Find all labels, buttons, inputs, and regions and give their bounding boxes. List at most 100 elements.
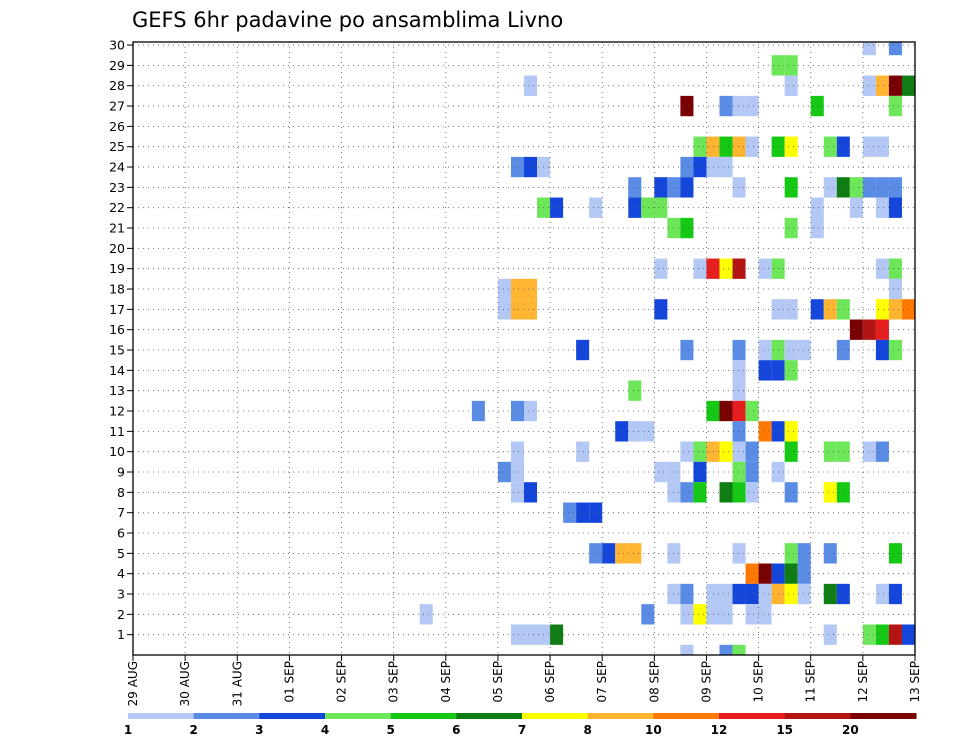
data-cell — [823, 136, 837, 157]
x-tick-label: 01 SEP — [282, 661, 296, 703]
data-cell — [758, 360, 772, 381]
data-cell — [823, 177, 837, 198]
y-tick-label: 12 — [109, 404, 125, 419]
data-cell — [654, 258, 668, 279]
data-cell — [628, 421, 642, 442]
x-tick-label: 31 AUG — [230, 661, 244, 706]
data-cell — [706, 604, 720, 625]
data-cell — [510, 482, 524, 503]
y-tick-label: 5 — [117, 546, 125, 561]
data-cell — [888, 278, 902, 300]
legend-color-swatch — [653, 713, 720, 719]
data-cell — [680, 441, 694, 462]
data-cell — [628, 380, 642, 401]
data-cell — [875, 624, 889, 645]
legend-level-label: 3 — [255, 723, 263, 737]
data-cell — [524, 156, 538, 178]
data-cell — [706, 441, 720, 462]
y-tick-label: 21 — [109, 221, 125, 236]
legend-level-label: 2 — [189, 723, 197, 737]
data-cell — [862, 75, 876, 96]
data-cell — [862, 319, 876, 340]
data-cell — [706, 136, 720, 157]
data-cell — [576, 339, 590, 361]
data-cell — [524, 400, 538, 422]
data-cell — [745, 583, 759, 605]
data-cell — [732, 441, 746, 462]
data-cell — [888, 177, 902, 198]
legend-level-label: 15 — [776, 723, 793, 737]
data-cell — [810, 299, 824, 320]
data-cell — [862, 136, 876, 157]
data-cell — [888, 75, 902, 96]
data-cell — [680, 583, 694, 605]
data-cell — [875, 136, 889, 157]
x-tick-label: 07 SEP — [595, 661, 609, 703]
data-cell — [628, 177, 642, 198]
x-tick-label: 03 SEP — [387, 661, 401, 703]
data-cell — [888, 339, 902, 361]
data-cell — [497, 461, 511, 483]
x-tick-label: 04 SEP — [439, 661, 453, 703]
y-tick-label: 19 — [109, 261, 125, 276]
data-cell — [784, 177, 798, 198]
data-cell — [732, 482, 746, 503]
data-cell — [862, 177, 876, 198]
legend-color-swatch — [193, 713, 260, 719]
y-tick-label: 10 — [109, 444, 125, 459]
data-cell — [693, 482, 707, 503]
y-axis: 1234567891011121314151617181920212223242… — [109, 38, 133, 642]
data-cell — [524, 75, 538, 96]
data-cell — [875, 339, 889, 361]
data-cell — [693, 156, 707, 178]
data-cell — [732, 360, 746, 381]
data-cell — [615, 421, 629, 442]
data-cell — [784, 583, 798, 605]
data-cell — [732, 380, 746, 401]
data-cell — [706, 583, 720, 605]
data-cell — [849, 319, 863, 340]
data-cell — [745, 400, 759, 422]
legend-level-label: 4 — [321, 723, 329, 737]
data-cell — [784, 75, 798, 96]
y-tick-label: 24 — [109, 160, 125, 175]
color-legend: 1 2 3 4 5 6 7 8 10 12 15 20 — [124, 713, 917, 737]
x-tick-label: 30 AUG — [178, 661, 192, 706]
data-cell — [745, 441, 759, 462]
data-cell — [654, 197, 668, 218]
data-cell — [510, 624, 524, 645]
y-tick-label: 1 — [117, 627, 125, 642]
y-tick-label: 23 — [109, 180, 125, 195]
y-tick-label: 18 — [109, 282, 125, 297]
data-cell — [654, 177, 668, 198]
data-cell — [810, 197, 824, 218]
y-tick-label: 27 — [109, 99, 125, 114]
data-cell — [680, 177, 694, 198]
data-cell — [693, 441, 707, 462]
data-cell — [745, 461, 759, 483]
data-cell — [550, 624, 564, 645]
data-cell — [524, 278, 538, 300]
x-tick-label: 11 SEP — [804, 661, 818, 703]
y-tick-label: 22 — [109, 200, 125, 215]
data-cells — [419, 42, 915, 655]
legend-color-swatch — [522, 713, 589, 719]
legend-level-label: 6 — [452, 723, 460, 737]
data-cell — [888, 624, 902, 645]
legend-color-swatch — [850, 713, 917, 719]
data-cell — [784, 421, 798, 442]
legend-color-swatch — [784, 713, 851, 719]
data-cell — [732, 136, 746, 157]
data-cell — [719, 644, 733, 655]
data-cell — [719, 258, 733, 279]
data-cell — [628, 197, 642, 218]
data-cell — [510, 441, 524, 462]
x-tick-label: 10 SEP — [752, 661, 766, 703]
data-cell — [888, 197, 902, 218]
data-cell — [732, 258, 746, 279]
data-cell — [784, 441, 798, 462]
legend-level-label: 12 — [711, 723, 728, 737]
legend-color-swatch — [587, 713, 654, 719]
data-cell — [510, 278, 524, 300]
data-cell — [719, 400, 733, 422]
